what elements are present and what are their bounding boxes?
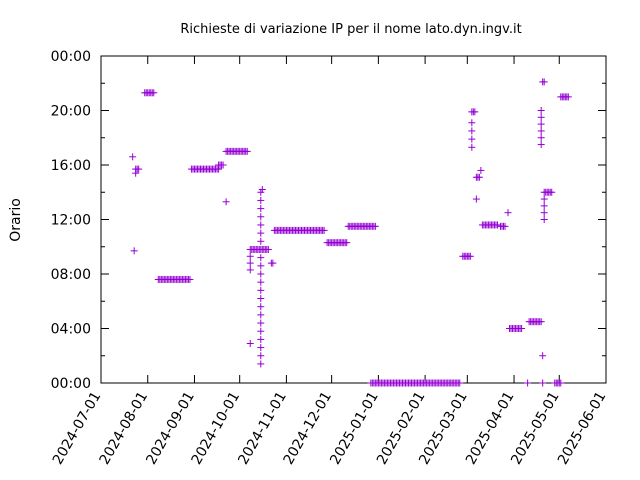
data-point: [537, 113, 545, 121]
data-point: [524, 379, 532, 387]
x-tick-label: 2024-07-01: [50, 389, 105, 467]
data-point: [257, 196, 265, 204]
data-point: [269, 259, 277, 267]
data-point: [371, 222, 379, 230]
data-point: [539, 352, 547, 360]
data-point: [493, 221, 501, 229]
y-tick-label: 12:00: [51, 213, 91, 229]
data-point: [257, 229, 265, 237]
y-tick-label: 16:00: [51, 158, 91, 174]
data-point: [468, 135, 476, 143]
data-point: [257, 270, 265, 278]
data-point: [501, 222, 509, 230]
data-point: [257, 213, 265, 221]
data-point: [537, 120, 545, 128]
data-point: [257, 335, 265, 343]
data-point: [343, 239, 351, 247]
data-point: [246, 266, 254, 274]
data-point: [471, 108, 479, 116]
data-point: [475, 173, 483, 181]
data-point: [540, 216, 548, 223]
data-point: [540, 202, 548, 210]
data-point: [257, 327, 265, 335]
data-point: [537, 318, 545, 326]
data-point: [466, 252, 474, 260]
data-point: [472, 195, 480, 203]
y-tick-label: 08:00: [51, 267, 91, 283]
data-point: [539, 379, 547, 387]
data-point: [257, 286, 265, 294]
y-tick-label: 04:00: [51, 322, 91, 338]
x-tick-label: 2025-01-01: [327, 389, 382, 467]
y-axis: 00:00 04:00 08:00 12:00 16:00 20:00 00:00: [51, 49, 606, 392]
data-point: [257, 262, 265, 270]
data-point: [257, 344, 265, 352]
data-point: [135, 165, 143, 173]
y-tick-label: 00:00: [51, 376, 91, 392]
data-point: [468, 119, 476, 127]
y-axis-label: Orario: [8, 198, 24, 242]
x-tick-label: 2025-06-01: [555, 389, 610, 467]
data-point: [264, 245, 272, 253]
data-point: [257, 205, 265, 213]
data-points: [129, 78, 572, 387]
data-point: [257, 311, 265, 319]
data-point: [130, 247, 138, 255]
data-point: [504, 209, 512, 217]
data-point: [537, 134, 545, 142]
data-point: [257, 254, 265, 262]
data-point: [518, 325, 526, 332]
chart-title: Richieste di variazione IP per il nome l…: [180, 22, 521, 37]
data-point: [537, 107, 545, 114]
data-point: [537, 127, 545, 135]
data-point: [477, 166, 485, 174]
data-point: [129, 153, 137, 161]
data-point: [150, 89, 158, 97]
data-point: [257, 278, 265, 286]
data-point: [258, 186, 266, 194]
x-tick-label: 2025-05-01: [508, 389, 563, 467]
data-point: [186, 275, 194, 283]
data-point: [246, 252, 254, 260]
data-point: [468, 127, 476, 135]
data-point: [257, 360, 265, 368]
data-point: [537, 141, 545, 149]
x-tick-label: 2024-12-01: [281, 389, 336, 467]
data-point: [564, 93, 572, 101]
data-point: [246, 339, 254, 347]
data-point: [257, 303, 265, 311]
y-tick-label: 00:00: [51, 49, 91, 65]
data-point: [257, 319, 265, 327]
data-point: [257, 221, 265, 229]
data-point: [246, 259, 254, 267]
data-point: [557, 379, 565, 387]
data-point: [548, 188, 556, 196]
data-point: [540, 78, 548, 86]
data-point: [219, 161, 227, 169]
x-axis: 2024-07-012024-08-012024-09-012024-10-01…: [50, 56, 610, 467]
data-point: [257, 352, 265, 360]
plot-frame: [100, 55, 607, 384]
data-point: [222, 198, 230, 206]
data-point: [540, 195, 548, 203]
x-tick-label: 2024-10-01: [189, 389, 244, 467]
data-point: [243, 147, 251, 155]
x-tick-label: 2024-08-01: [97, 389, 152, 467]
y-tick-label: 20:00: [51, 104, 91, 120]
data-point: [468, 143, 476, 151]
data-point: [320, 226, 328, 234]
data-point: [257, 237, 265, 245]
data-point: [257, 295, 265, 303]
data-point: [456, 379, 464, 387]
data-point: [540, 209, 548, 217]
